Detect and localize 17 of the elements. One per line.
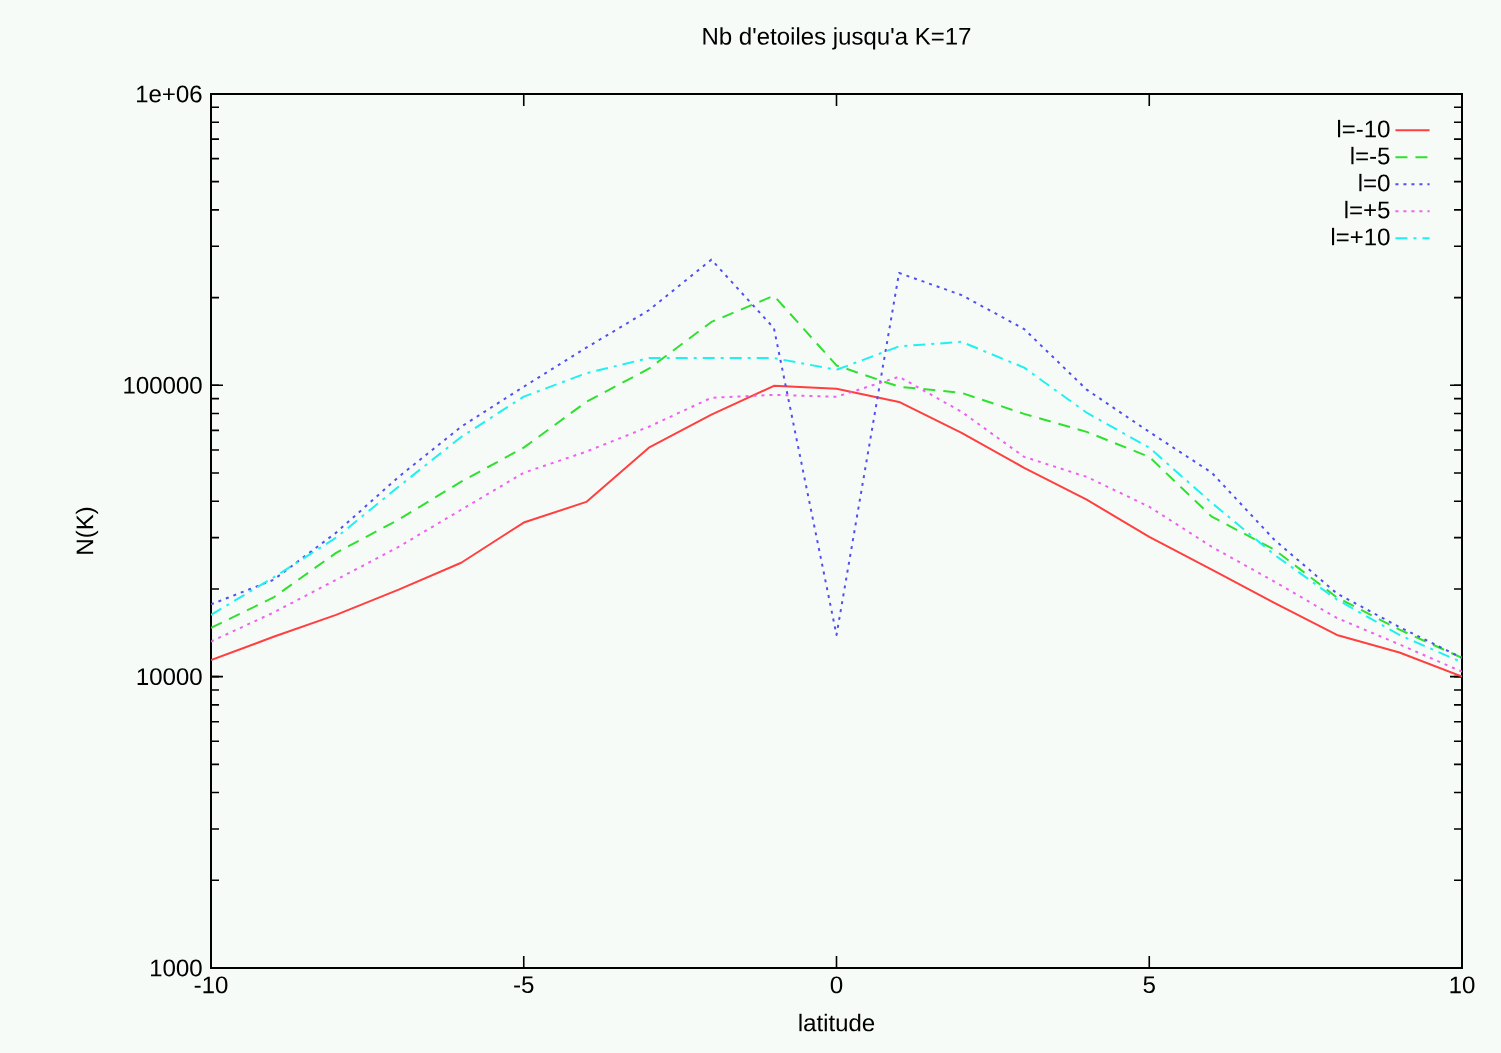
x-tick-label: 0 xyxy=(830,976,843,994)
legend-label: l=0 xyxy=(1359,173,1390,192)
legend-label: l=+10 xyxy=(1332,227,1390,246)
x-tick-label: 5 xyxy=(1143,976,1155,994)
y-tick-label: 1000 xyxy=(151,959,202,977)
x-axis-title: latitude xyxy=(799,1013,875,1032)
legend-label: l=-5 xyxy=(1351,146,1390,165)
y-tick-label: 10000 xyxy=(137,668,202,686)
y-tick-label: 1e+06 xyxy=(137,85,202,103)
x-tick-label: 10 xyxy=(1450,976,1475,994)
y-axis-title: N(K) xyxy=(75,507,99,554)
legend-label: l=+5 xyxy=(1345,200,1390,219)
chart-title: Nb d'etoiles jusqu'a K=17 xyxy=(703,27,971,50)
x-tick-label: -10 xyxy=(194,976,228,994)
y-tick-label: 100000 xyxy=(124,376,202,394)
legend-label: l=-10 xyxy=(1338,119,1390,138)
x-tick-label: -5 xyxy=(514,976,534,994)
